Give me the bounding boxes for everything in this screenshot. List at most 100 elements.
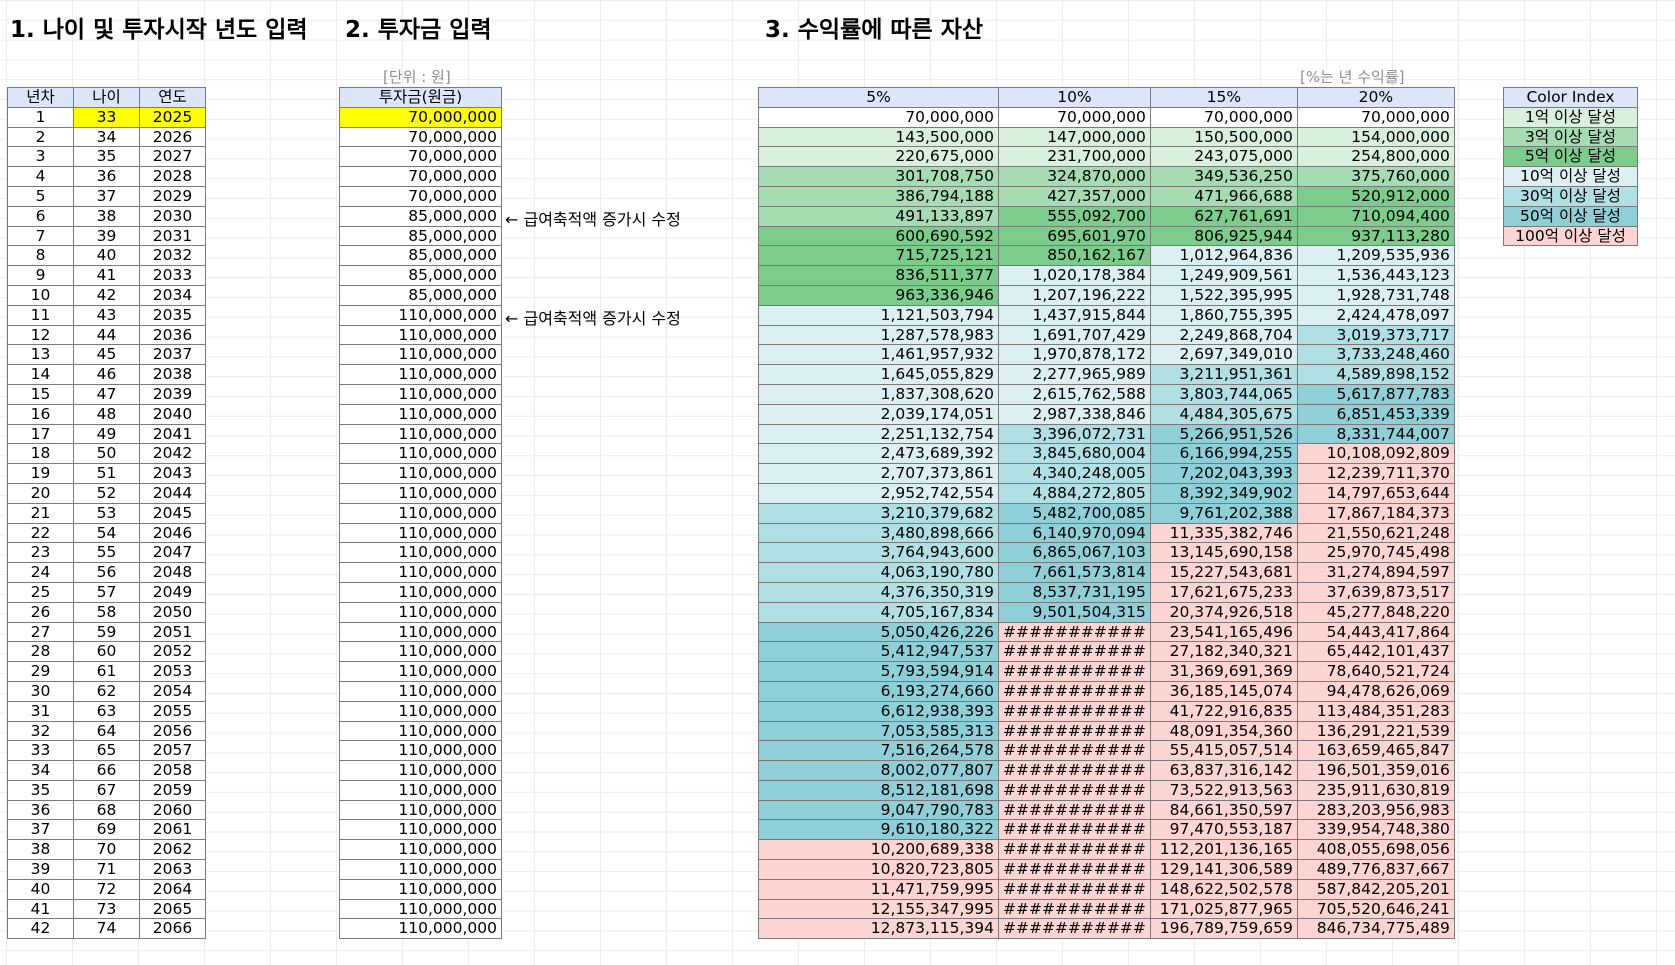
- year-cell[interactable]: 2064: [139, 878, 206, 900]
- asset-5pct-cell[interactable]: 10,820,723,805: [758, 859, 999, 880]
- asset-20pct-cell[interactable]: 3,019,373,717: [1296, 324, 1455, 346]
- asset-10pct-cell[interactable]: ###########: [998, 680, 1151, 702]
- principal-cell[interactable]: 110,000,000: [339, 878, 502, 900]
- year-index-cell[interactable]: 39: [7, 859, 74, 880]
- asset-20pct-cell[interactable]: 710,094,400: [1296, 205, 1455, 227]
- year-cell[interactable]: 2039: [139, 383, 206, 405]
- year-cell[interactable]: 2031: [139, 225, 206, 247]
- year-index-cell[interactable]: 26: [7, 601, 74, 623]
- age-cell[interactable]: 70: [73, 839, 140, 861]
- asset-10pct-cell[interactable]: 2,277,965,989: [998, 364, 1151, 385]
- year-cell[interactable]: 2059: [139, 779, 206, 801]
- age-cell[interactable]: 60: [73, 641, 140, 663]
- asset-20pct-cell[interactable]: 254,800,000: [1296, 146, 1455, 168]
- year-cell[interactable]: 2057: [139, 740, 206, 762]
- year-index-cell[interactable]: 28: [7, 641, 74, 663]
- age-cell[interactable]: 48: [73, 403, 140, 425]
- asset-10pct-cell[interactable]: 324,870,000: [998, 166, 1151, 187]
- year-cell[interactable]: 2062: [139, 839, 206, 861]
- year-cell[interactable]: 2026: [139, 126, 206, 148]
- age-cell[interactable]: 36: [73, 166, 140, 187]
- asset-15pct-cell[interactable]: 196,789,759,659: [1149, 918, 1298, 940]
- year-cell[interactable]: 2047: [139, 542, 206, 564]
- asset-15pct-cell[interactable]: 150,500,000: [1149, 126, 1298, 148]
- asset-15pct-cell[interactable]: 9,761,202,388: [1149, 502, 1298, 524]
- year-cell[interactable]: 2036: [139, 324, 206, 346]
- age-cell[interactable]: 50: [73, 443, 140, 465]
- asset-5pct-cell[interactable]: 6,193,274,660: [758, 680, 999, 702]
- age-cell[interactable]: 45: [73, 344, 140, 366]
- asset-10pct-cell[interactable]: 231,700,000: [998, 146, 1151, 168]
- asset-20pct-cell[interactable]: 94,478,626,069: [1296, 680, 1455, 702]
- asset-10pct-cell[interactable]: 147,000,000: [998, 126, 1151, 148]
- asset-5pct-cell[interactable]: 1,461,957,932: [758, 344, 999, 366]
- age-cell[interactable]: 59: [73, 621, 140, 643]
- principal-cell[interactable]: 110,000,000: [339, 383, 502, 405]
- year-index-cell[interactable]: 31: [7, 700, 74, 722]
- asset-5pct-cell[interactable]: 1,645,055,829: [758, 364, 999, 385]
- age-cell[interactable]: 64: [73, 720, 140, 742]
- age-cell[interactable]: 47: [73, 383, 140, 405]
- asset-10pct-cell[interactable]: ###########: [998, 641, 1151, 663]
- asset-10pct-cell[interactable]: 3,845,680,004: [998, 443, 1151, 465]
- year-index-cell[interactable]: 21: [7, 502, 74, 524]
- year-cell[interactable]: 2035: [139, 304, 206, 326]
- year-cell[interactable]: 2052: [139, 641, 206, 663]
- year-cell[interactable]: 2058: [139, 760, 206, 781]
- year-index-cell[interactable]: 24: [7, 562, 74, 583]
- asset-5pct-cell[interactable]: 5,050,426,226: [758, 621, 999, 643]
- year-index-cell[interactable]: 8: [7, 245, 74, 267]
- header-rate-5[interactable]: 5%: [758, 87, 999, 108]
- asset-5pct-cell[interactable]: 12,873,115,394: [758, 918, 999, 940]
- asset-20pct-cell[interactable]: 113,484,351,283: [1296, 700, 1455, 722]
- asset-15pct-cell[interactable]: 36,185,145,074: [1149, 680, 1298, 702]
- asset-15pct-cell[interactable]: 243,075,000: [1149, 146, 1298, 168]
- year-index-cell[interactable]: 5: [7, 185, 74, 207]
- asset-10pct-cell[interactable]: 3,396,072,731: [998, 423, 1151, 445]
- year-index-cell[interactable]: 40: [7, 878, 74, 900]
- asset-5pct-cell[interactable]: 7,053,585,313: [758, 720, 999, 742]
- year-cell[interactable]: 2060: [139, 799, 206, 821]
- year-cell[interactable]: 2066: [139, 918, 206, 940]
- year-cell[interactable]: 2029: [139, 185, 206, 207]
- age-cell[interactable]: 72: [73, 878, 140, 900]
- principal-cell[interactable]: 85,000,000: [339, 284, 502, 306]
- asset-15pct-cell[interactable]: 63,837,316,142: [1149, 760, 1298, 781]
- asset-10pct-cell[interactable]: 695,601,970: [998, 225, 1151, 247]
- asset-10pct-cell[interactable]: 1,691,707,429: [998, 324, 1151, 346]
- year-index-cell[interactable]: 30: [7, 680, 74, 702]
- asset-5pct-cell[interactable]: 220,675,000: [758, 146, 999, 168]
- age-cell[interactable]: 73: [73, 898, 140, 920]
- asset-20pct-cell[interactable]: 2,424,478,097: [1296, 304, 1455, 326]
- principal-cell[interactable]: 110,000,000: [339, 799, 502, 821]
- age-cell[interactable]: 69: [73, 819, 140, 841]
- year-index-cell[interactable]: 27: [7, 621, 74, 643]
- asset-20pct-cell[interactable]: 846,734,775,489: [1296, 918, 1455, 940]
- asset-15pct-cell[interactable]: 73,522,913,563: [1149, 779, 1298, 801]
- principal-cell[interactable]: 85,000,000: [339, 245, 502, 267]
- asset-20pct-cell[interactable]: 65,442,101,437: [1296, 641, 1455, 663]
- asset-20pct-cell[interactable]: 196,501,359,016: [1296, 760, 1455, 781]
- principal-cell[interactable]: 110,000,000: [339, 304, 502, 326]
- asset-15pct-cell[interactable]: 1,860,755,395: [1149, 304, 1298, 326]
- principal-cell[interactable]: 110,000,000: [339, 324, 502, 346]
- principal-cell[interactable]: 110,000,000: [339, 740, 502, 762]
- age-cell[interactable]: 44: [73, 324, 140, 346]
- asset-15pct-cell[interactable]: 41,722,916,835: [1149, 700, 1298, 722]
- asset-5pct-cell[interactable]: 2,707,373,861: [758, 463, 999, 484]
- asset-5pct-cell[interactable]: 2,952,742,554: [758, 482, 999, 504]
- asset-10pct-cell[interactable]: ###########: [998, 621, 1151, 643]
- year-cell[interactable]: 2051: [139, 621, 206, 643]
- year-index-cell[interactable]: 19: [7, 463, 74, 484]
- principal-cell[interactable]: 110,000,000: [339, 720, 502, 742]
- age-cell[interactable]: 35: [73, 146, 140, 168]
- header-principal[interactable]: 투자금(원금): [339, 87, 502, 108]
- age-cell[interactable]: 53: [73, 502, 140, 524]
- year-cell[interactable]: 2061: [139, 819, 206, 841]
- asset-5pct-cell[interactable]: 386,794,188: [758, 185, 999, 207]
- year-index-cell[interactable]: 29: [7, 661, 74, 682]
- asset-15pct-cell[interactable]: 8,392,349,902: [1149, 482, 1298, 504]
- age-cell[interactable]: 42: [73, 284, 140, 306]
- year-cell[interactable]: 2056: [139, 720, 206, 742]
- asset-5pct-cell[interactable]: 1,121,503,794: [758, 304, 999, 326]
